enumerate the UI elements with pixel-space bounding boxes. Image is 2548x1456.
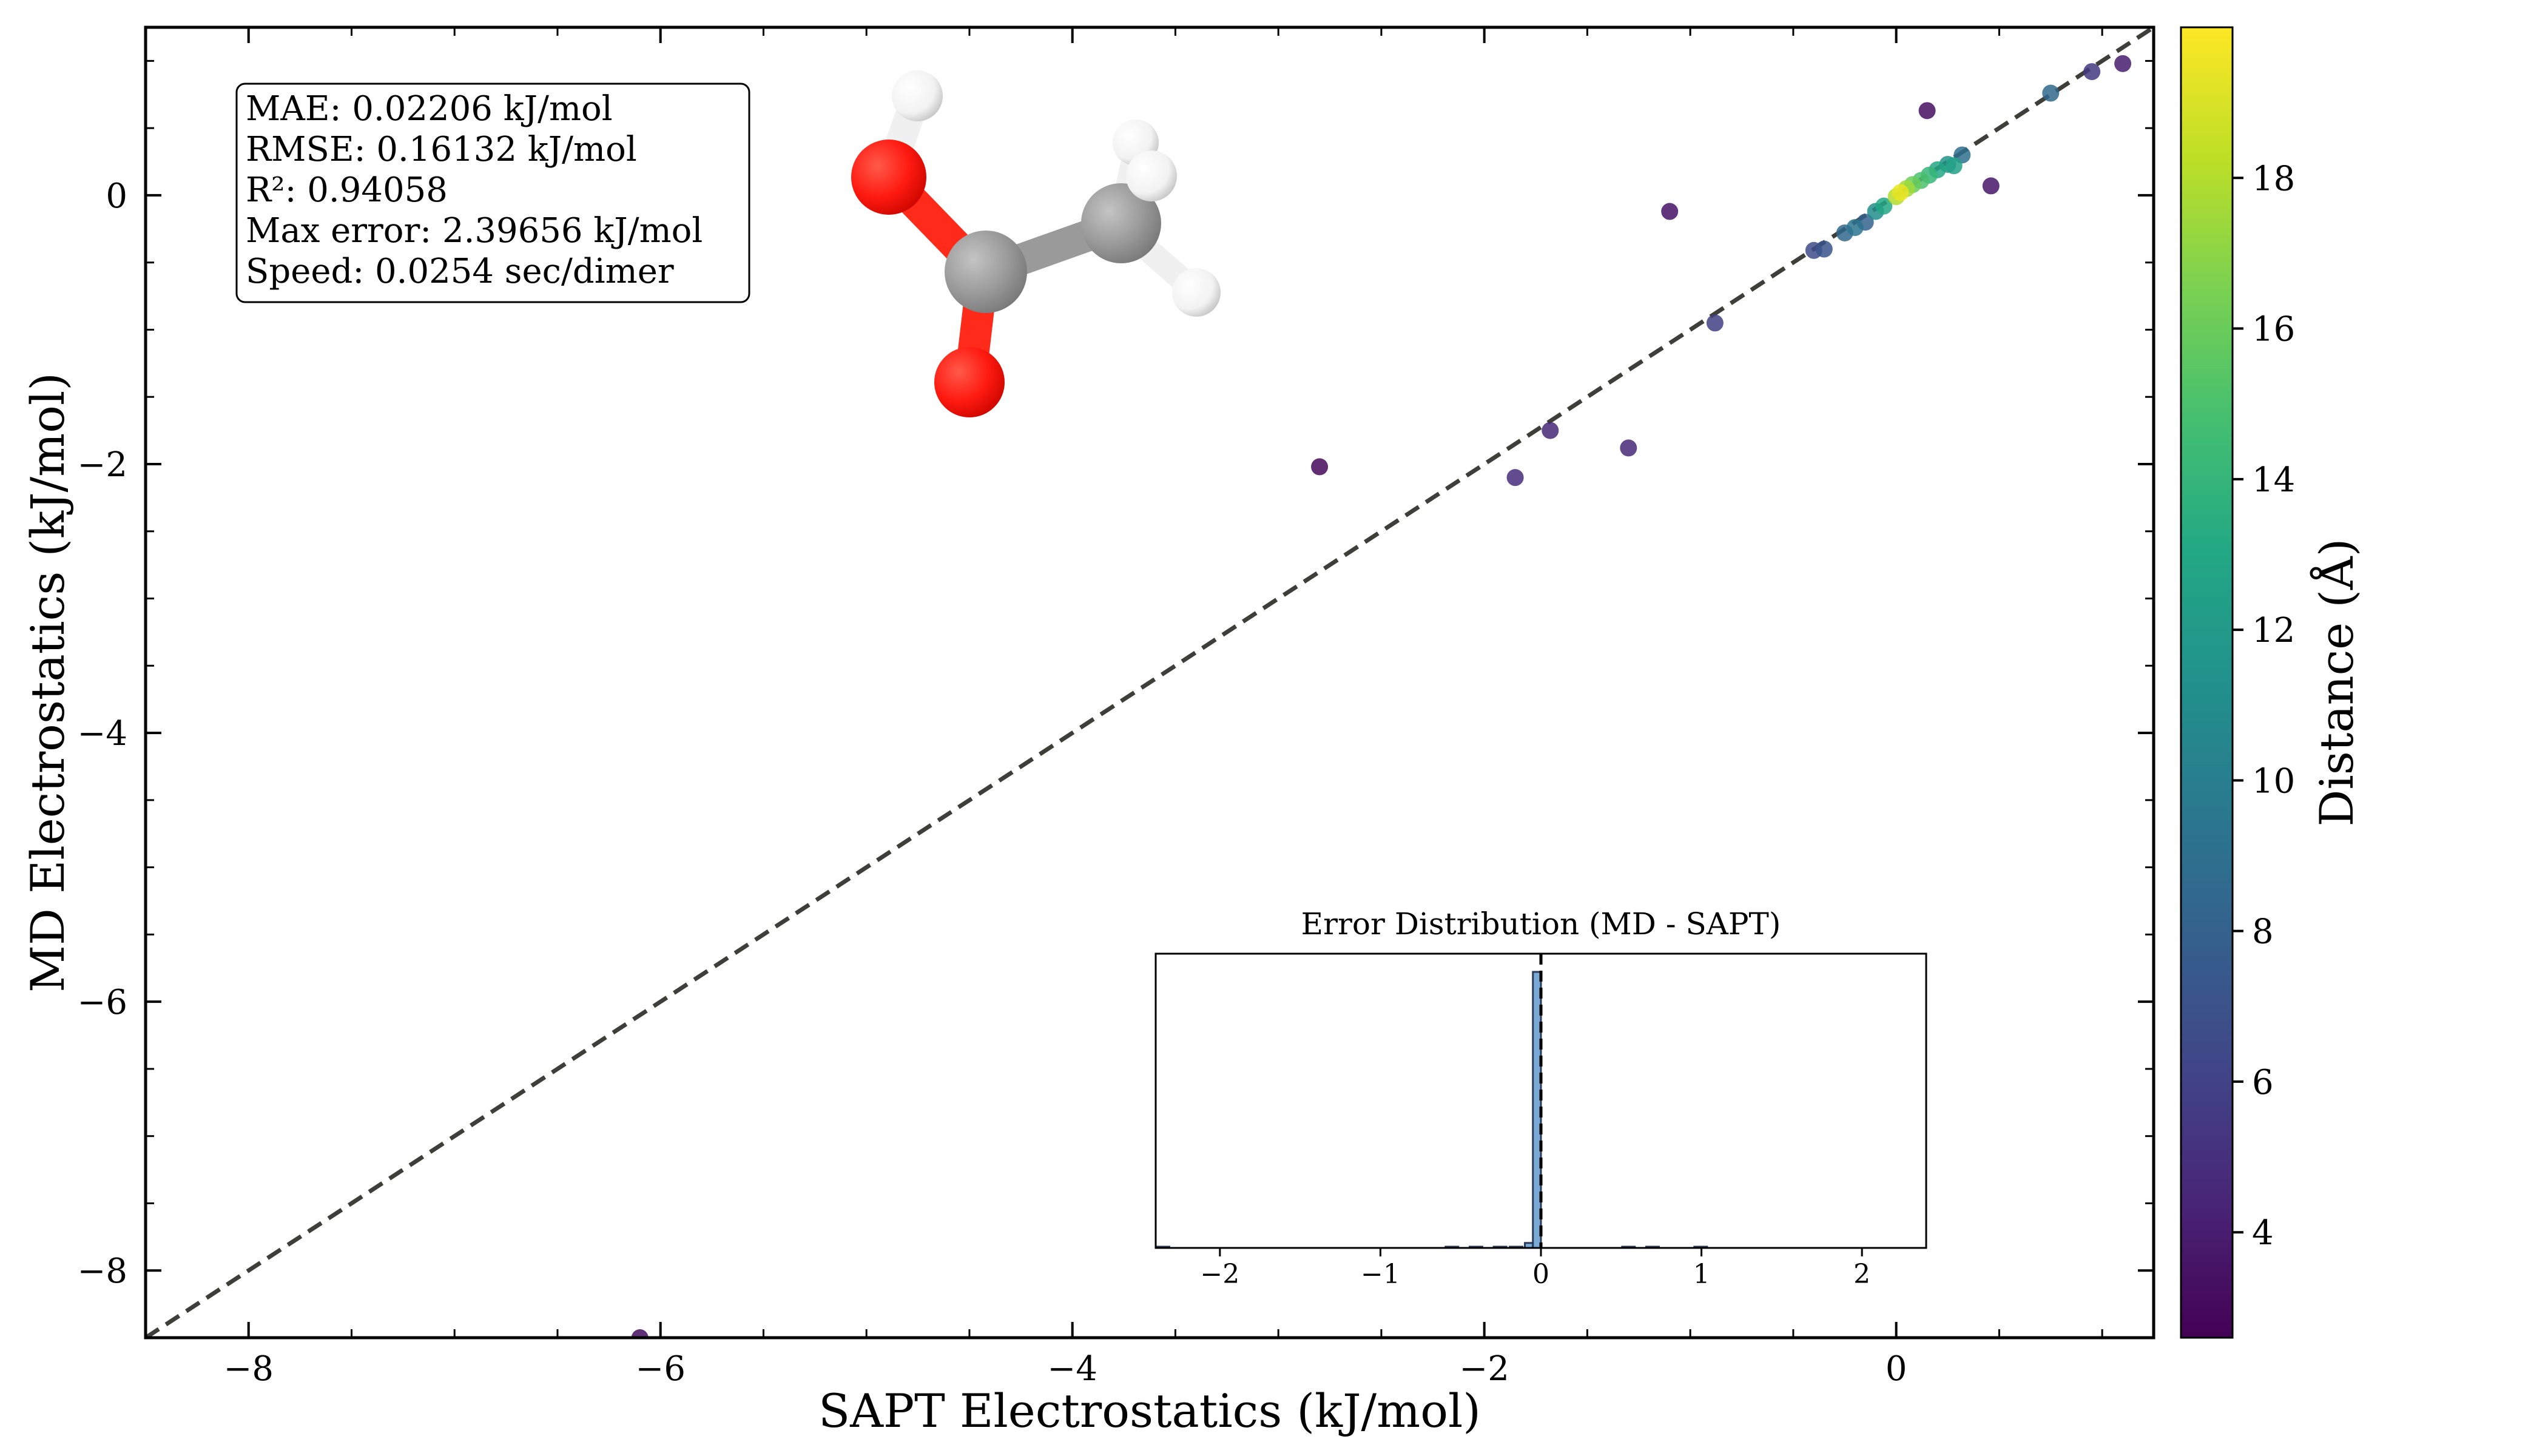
carbon-atom-2 [1081, 183, 1161, 263]
colorbar-tick-label: 16 [2252, 310, 2295, 349]
data-point [1982, 177, 2000, 195]
molecule-illustration [851, 70, 1221, 417]
inset-x-tick-label: −2 [1200, 1259, 1239, 1290]
y-axis-title: MD Electrostatics (kJ/mol) [21, 372, 75, 993]
data-point [2114, 55, 2132, 72]
x-tick-label: −8 [223, 1349, 274, 1389]
inset-x-tick-label: 2 [1853, 1259, 1870, 1290]
main-plot-area: −8 −6 −4 −2 0 −8 −6 −4 −2 0 [77, 25, 2155, 1389]
colorbar-tick-label: 4 [2252, 1213, 2274, 1253]
stats-mae: MAE: 0.02206 kJ/mol [246, 89, 613, 129]
data-point [1311, 458, 1329, 476]
colorbar-gradient [2180, 26, 2234, 1339]
data-point [1661, 203, 1679, 220]
data-point [2042, 84, 2060, 102]
colorbar: 4 6 8 10 12 14 16 18 Distance (Å) [2180, 26, 2364, 1339]
data-point [1706, 314, 1724, 332]
y-tick-label: 0 [106, 177, 127, 216]
points-group [631, 55, 2132, 1338]
data-point [1506, 469, 1524, 487]
colorbar-ticks-layer: 4 6 8 10 12 14 16 18 [2233, 159, 2295, 1253]
axis-ticks-layer: −8 −6 −4 −2 0 −8 −6 −4 −2 0 [77, 27, 2154, 1389]
hydrogen-atom-4 [1172, 268, 1221, 317]
stats-speed: Speed: 0.0254 sec/dimer [246, 252, 674, 291]
colorbar-tick-label: 12 [2252, 611, 2295, 650]
carbon-atom-1 [945, 231, 1027, 313]
data-point [1620, 439, 1637, 457]
stats-r2: R²: 0.94058 [246, 170, 448, 210]
data-point [1542, 422, 1559, 439]
hydrogen-atom-1 [892, 70, 943, 121]
colorbar-label: Distance (Å) [2309, 539, 2364, 827]
inset-title: Error Distribution (MD - SAPT) [1301, 906, 1781, 942]
data-point [1892, 184, 1909, 201]
colorbar-tick-label: 14 [2252, 460, 2295, 500]
inset-frame [1154, 952, 1927, 1249]
error-histogram-inset: Error Distribution (MD - SAPT) −2 −1 0 1 2 [1154, 906, 1927, 1290]
data-point [631, 1329, 649, 1338]
colorbar-tick-label: 8 [2252, 912, 2274, 952]
x-axis-title: SAPT Electrostatics (kJ/mol) [818, 1384, 1481, 1438]
inset-x-tick-label: 0 [1532, 1259, 1549, 1290]
data-point [2083, 63, 2101, 81]
data-point [1945, 157, 1963, 175]
y-tick-label: −8 [77, 1252, 127, 1291]
data-points-layer [631, 55, 2132, 1338]
y-tick-label: −6 [77, 983, 127, 1022]
plot-frame [144, 25, 2155, 1340]
x-tick-label: −4 [1047, 1349, 1097, 1389]
stats-rmse: RMSE: 0.16132 kJ/mol [246, 130, 637, 169]
oxygen-atom-2 [934, 347, 1005, 417]
oxygen-atom-1 [851, 140, 926, 215]
x-tick-label: 0 [1886, 1349, 1907, 1389]
hydrogen-atom-3 [1126, 150, 1177, 201]
y-tick-label: −4 [77, 714, 127, 753]
colorbar-tick-label: 10 [2252, 761, 2295, 801]
inset-x-tick-label: 1 [1693, 1259, 1710, 1290]
y-tick-label: −2 [77, 445, 127, 485]
stats-max-error: Max error: 2.39656 kJ/mol [246, 211, 703, 251]
data-point [1815, 240, 1833, 258]
data-point [1918, 102, 1936, 120]
data-point [1875, 197, 1893, 215]
x-tick-label: −6 [635, 1349, 686, 1389]
x-tick-label: −2 [1459, 1349, 1509, 1389]
stats-box-frame [235, 83, 750, 303]
stats-box: MAE: 0.02206 kJ/mol RMSE: 0.16132 kJ/mol… [235, 83, 750, 303]
inset-x-tick-label: −1 [1361, 1259, 1400, 1290]
data-point [1846, 219, 1864, 237]
colorbar-tick-label: 6 [2252, 1063, 2274, 1102]
colorbar-tick-label: 18 [2252, 159, 2295, 198]
